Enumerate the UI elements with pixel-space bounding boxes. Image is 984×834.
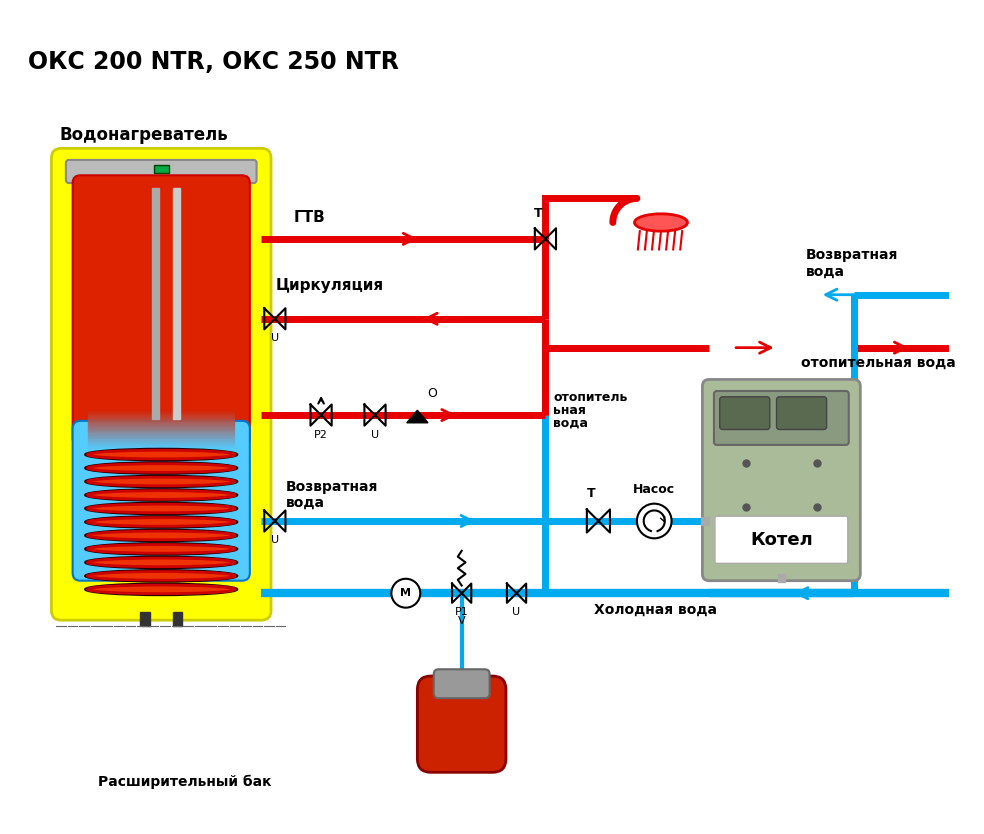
Text: M: M: [400, 588, 411, 598]
Circle shape: [392, 579, 420, 608]
Text: Возвратная
вода: Возвратная вода: [806, 249, 897, 279]
Ellipse shape: [88, 531, 235, 540]
Ellipse shape: [88, 558, 235, 567]
Ellipse shape: [88, 490, 235, 500]
FancyBboxPatch shape: [417, 676, 506, 772]
FancyBboxPatch shape: [776, 397, 827, 430]
Ellipse shape: [86, 543, 237, 555]
Ellipse shape: [86, 475, 237, 487]
Bar: [152, 188, 159, 419]
Text: T: T: [533, 207, 542, 219]
Circle shape: [637, 504, 672, 538]
Text: Водонагреватель: Водонагреватель: [59, 127, 228, 144]
Bar: [777, 574, 785, 581]
Ellipse shape: [86, 516, 237, 528]
Text: Насос: Насос: [633, 483, 675, 496]
FancyBboxPatch shape: [51, 148, 271, 620]
Ellipse shape: [88, 571, 235, 580]
Ellipse shape: [86, 462, 237, 474]
Bar: [173, 188, 180, 419]
FancyBboxPatch shape: [703, 379, 860, 580]
FancyBboxPatch shape: [719, 397, 769, 430]
Ellipse shape: [88, 464, 235, 472]
Text: U: U: [513, 606, 521, 616]
FancyBboxPatch shape: [73, 421, 250, 580]
Ellipse shape: [635, 214, 688, 231]
Text: Возвратная
вода: Возвратная вода: [285, 480, 378, 510]
FancyBboxPatch shape: [714, 391, 849, 445]
FancyBboxPatch shape: [73, 175, 250, 446]
Text: отопитель
ьная
вода: отопитель ьная вода: [553, 391, 628, 430]
Ellipse shape: [86, 556, 237, 568]
Text: P1: P1: [455, 606, 468, 616]
Text: U: U: [371, 430, 379, 440]
FancyBboxPatch shape: [66, 160, 257, 183]
Text: Циркуляция: Циркуляция: [276, 279, 384, 294]
Ellipse shape: [86, 570, 237, 581]
Text: U: U: [271, 334, 278, 344]
Bar: [140, 612, 150, 626]
Text: T: T: [586, 487, 595, 500]
Ellipse shape: [88, 477, 235, 486]
FancyBboxPatch shape: [715, 516, 848, 563]
Bar: [173, 612, 182, 626]
FancyBboxPatch shape: [434, 669, 490, 698]
Ellipse shape: [88, 585, 235, 594]
Text: ГТВ: ГТВ: [293, 210, 325, 225]
Ellipse shape: [86, 530, 237, 541]
Text: Расширительный бак: Расширительный бак: [97, 774, 272, 789]
Ellipse shape: [88, 504, 235, 513]
Ellipse shape: [86, 503, 237, 515]
Bar: [702, 517, 709, 525]
Ellipse shape: [88, 518, 235, 526]
Text: отопительная вода: отопительная вода: [801, 355, 955, 369]
Ellipse shape: [88, 545, 235, 553]
Text: ОКС 200 NTR, ОКС 250 NTR: ОКС 200 NTR, ОКС 250 NTR: [29, 50, 400, 73]
Text: Котел: Котел: [750, 531, 813, 550]
Ellipse shape: [86, 449, 237, 460]
Ellipse shape: [86, 490, 237, 500]
Ellipse shape: [88, 450, 235, 459]
Text: Холодная вода: Холодная вода: [593, 603, 716, 617]
Polygon shape: [406, 410, 428, 423]
Text: O: O: [427, 387, 437, 399]
Bar: [154, 165, 169, 173]
Ellipse shape: [86, 584, 237, 595]
Text: U: U: [271, 535, 278, 545]
Text: P2: P2: [314, 430, 328, 440]
Text: V: V: [458, 616, 465, 626]
